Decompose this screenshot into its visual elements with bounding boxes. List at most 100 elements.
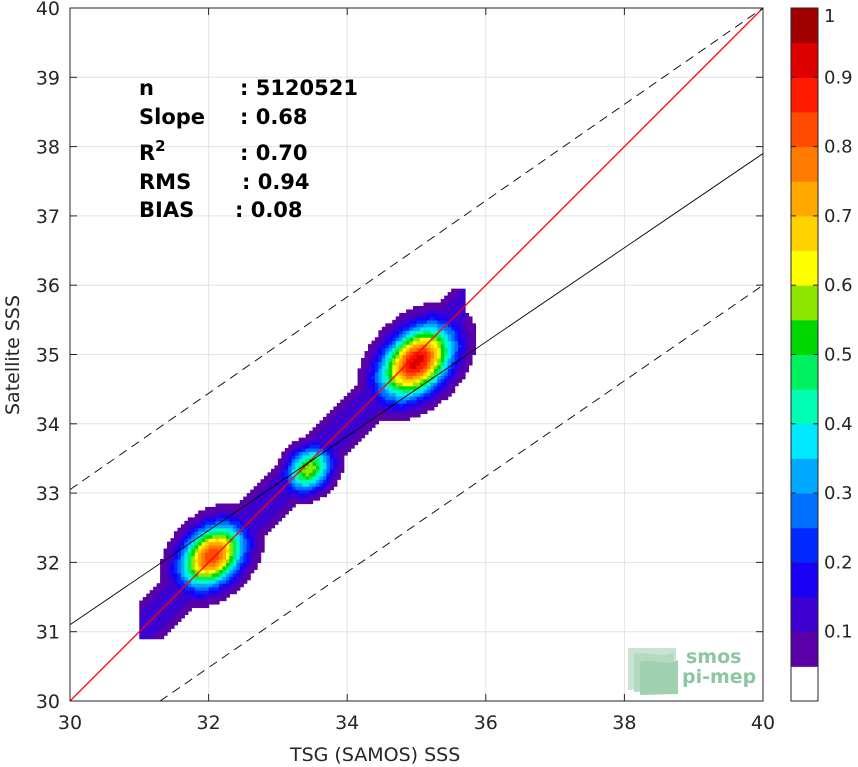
density-cell (187, 545, 192, 550)
density-cell (250, 558, 255, 563)
density-cell (413, 340, 418, 345)
density-cell (454, 368, 459, 373)
density-cell (187, 527, 192, 532)
density-cell (458, 371, 463, 376)
density-cell (395, 375, 400, 380)
density-cell (416, 399, 421, 404)
density-cell (381, 378, 386, 383)
density-cell (184, 558, 189, 563)
density-cell (219, 531, 224, 536)
density-cell (191, 555, 196, 560)
density-cell (163, 565, 168, 570)
density-cell (322, 458, 327, 463)
density-cell (465, 354, 470, 359)
density-cell (378, 416, 383, 421)
density-cell (426, 392, 431, 397)
density-cell (246, 555, 251, 560)
density-cell (451, 389, 456, 394)
density-cell (395, 357, 400, 363)
density-cell (430, 361, 435, 366)
density-cell (354, 385, 359, 390)
density-cell (367, 396, 373, 401)
density-cell (426, 385, 431, 390)
density-cell (173, 579, 179, 584)
density-cell (430, 319, 435, 324)
density-cell (343, 448, 348, 453)
density-cell (222, 548, 227, 553)
density-cell (399, 330, 404, 335)
density-cell (381, 375, 386, 380)
density-cell (239, 500, 244, 505)
density-cell (378, 375, 383, 380)
density-cell (222, 534, 227, 539)
density-cell (361, 375, 366, 380)
density-cell (347, 406, 352, 411)
density-cell (451, 351, 456, 356)
density-cell (253, 493, 258, 498)
density-cell (402, 413, 407, 418)
density-cell (298, 437, 303, 442)
density-cell (302, 500, 307, 505)
density-cell (423, 347, 428, 352)
density-cell (329, 448, 334, 453)
density-cell (250, 500, 255, 505)
density-cell (194, 562, 199, 567)
density-cell (225, 555, 230, 560)
density-cell (378, 409, 383, 414)
density-cell (173, 548, 179, 553)
density-cell (399, 312, 404, 317)
density-cell (419, 368, 425, 373)
density-cell (156, 631, 161, 636)
density-cell (298, 489, 303, 494)
density-cell (371, 413, 376, 418)
density-cell (371, 347, 376, 352)
density-cell (219, 569, 224, 574)
density-cell (309, 493, 314, 498)
density-cell (153, 593, 158, 598)
density-cell (361, 382, 366, 387)
density-cell (451, 347, 456, 352)
density-cell (406, 323, 411, 328)
density-cell (395, 416, 400, 421)
density-cell (402, 340, 407, 345)
density-cell (156, 617, 161, 622)
density-cell (468, 333, 473, 338)
density-cell (215, 541, 220, 546)
density-cell (253, 562, 258, 567)
density-cell (354, 403, 359, 408)
density-cell (215, 558, 220, 563)
density-cell (430, 403, 435, 408)
density-cell (236, 541, 241, 546)
density-cell (236, 513, 241, 518)
density-cell (385, 399, 390, 404)
density-cell (253, 524, 258, 529)
density-cell (347, 448, 352, 453)
density-cell (284, 451, 289, 456)
density-cell (215, 527, 220, 532)
density-cell (163, 558, 168, 563)
density-cell (413, 409, 418, 414)
density-cell (219, 555, 224, 560)
density-cell (440, 364, 445, 369)
density-cell (385, 403, 390, 408)
density-cell (243, 562, 248, 567)
y-tick-label: 39 (36, 67, 60, 89)
density-cell (433, 351, 438, 356)
density-cell (187, 586, 192, 591)
density-cell (430, 382, 435, 387)
density-cell (416, 309, 421, 314)
density-cell (454, 292, 459, 297)
density-cell (229, 527, 234, 532)
density-cell (385, 326, 390, 331)
density-cell (458, 347, 463, 352)
density-cell (444, 364, 449, 369)
density-cell (257, 496, 262, 501)
density-cell (160, 565, 165, 570)
density-cell (146, 624, 151, 629)
density-cell (406, 344, 411, 349)
density-cell (468, 323, 473, 328)
density-cell (305, 493, 310, 498)
density-cell (236, 520, 241, 525)
density-cell (316, 486, 321, 491)
density-cell (246, 538, 251, 543)
